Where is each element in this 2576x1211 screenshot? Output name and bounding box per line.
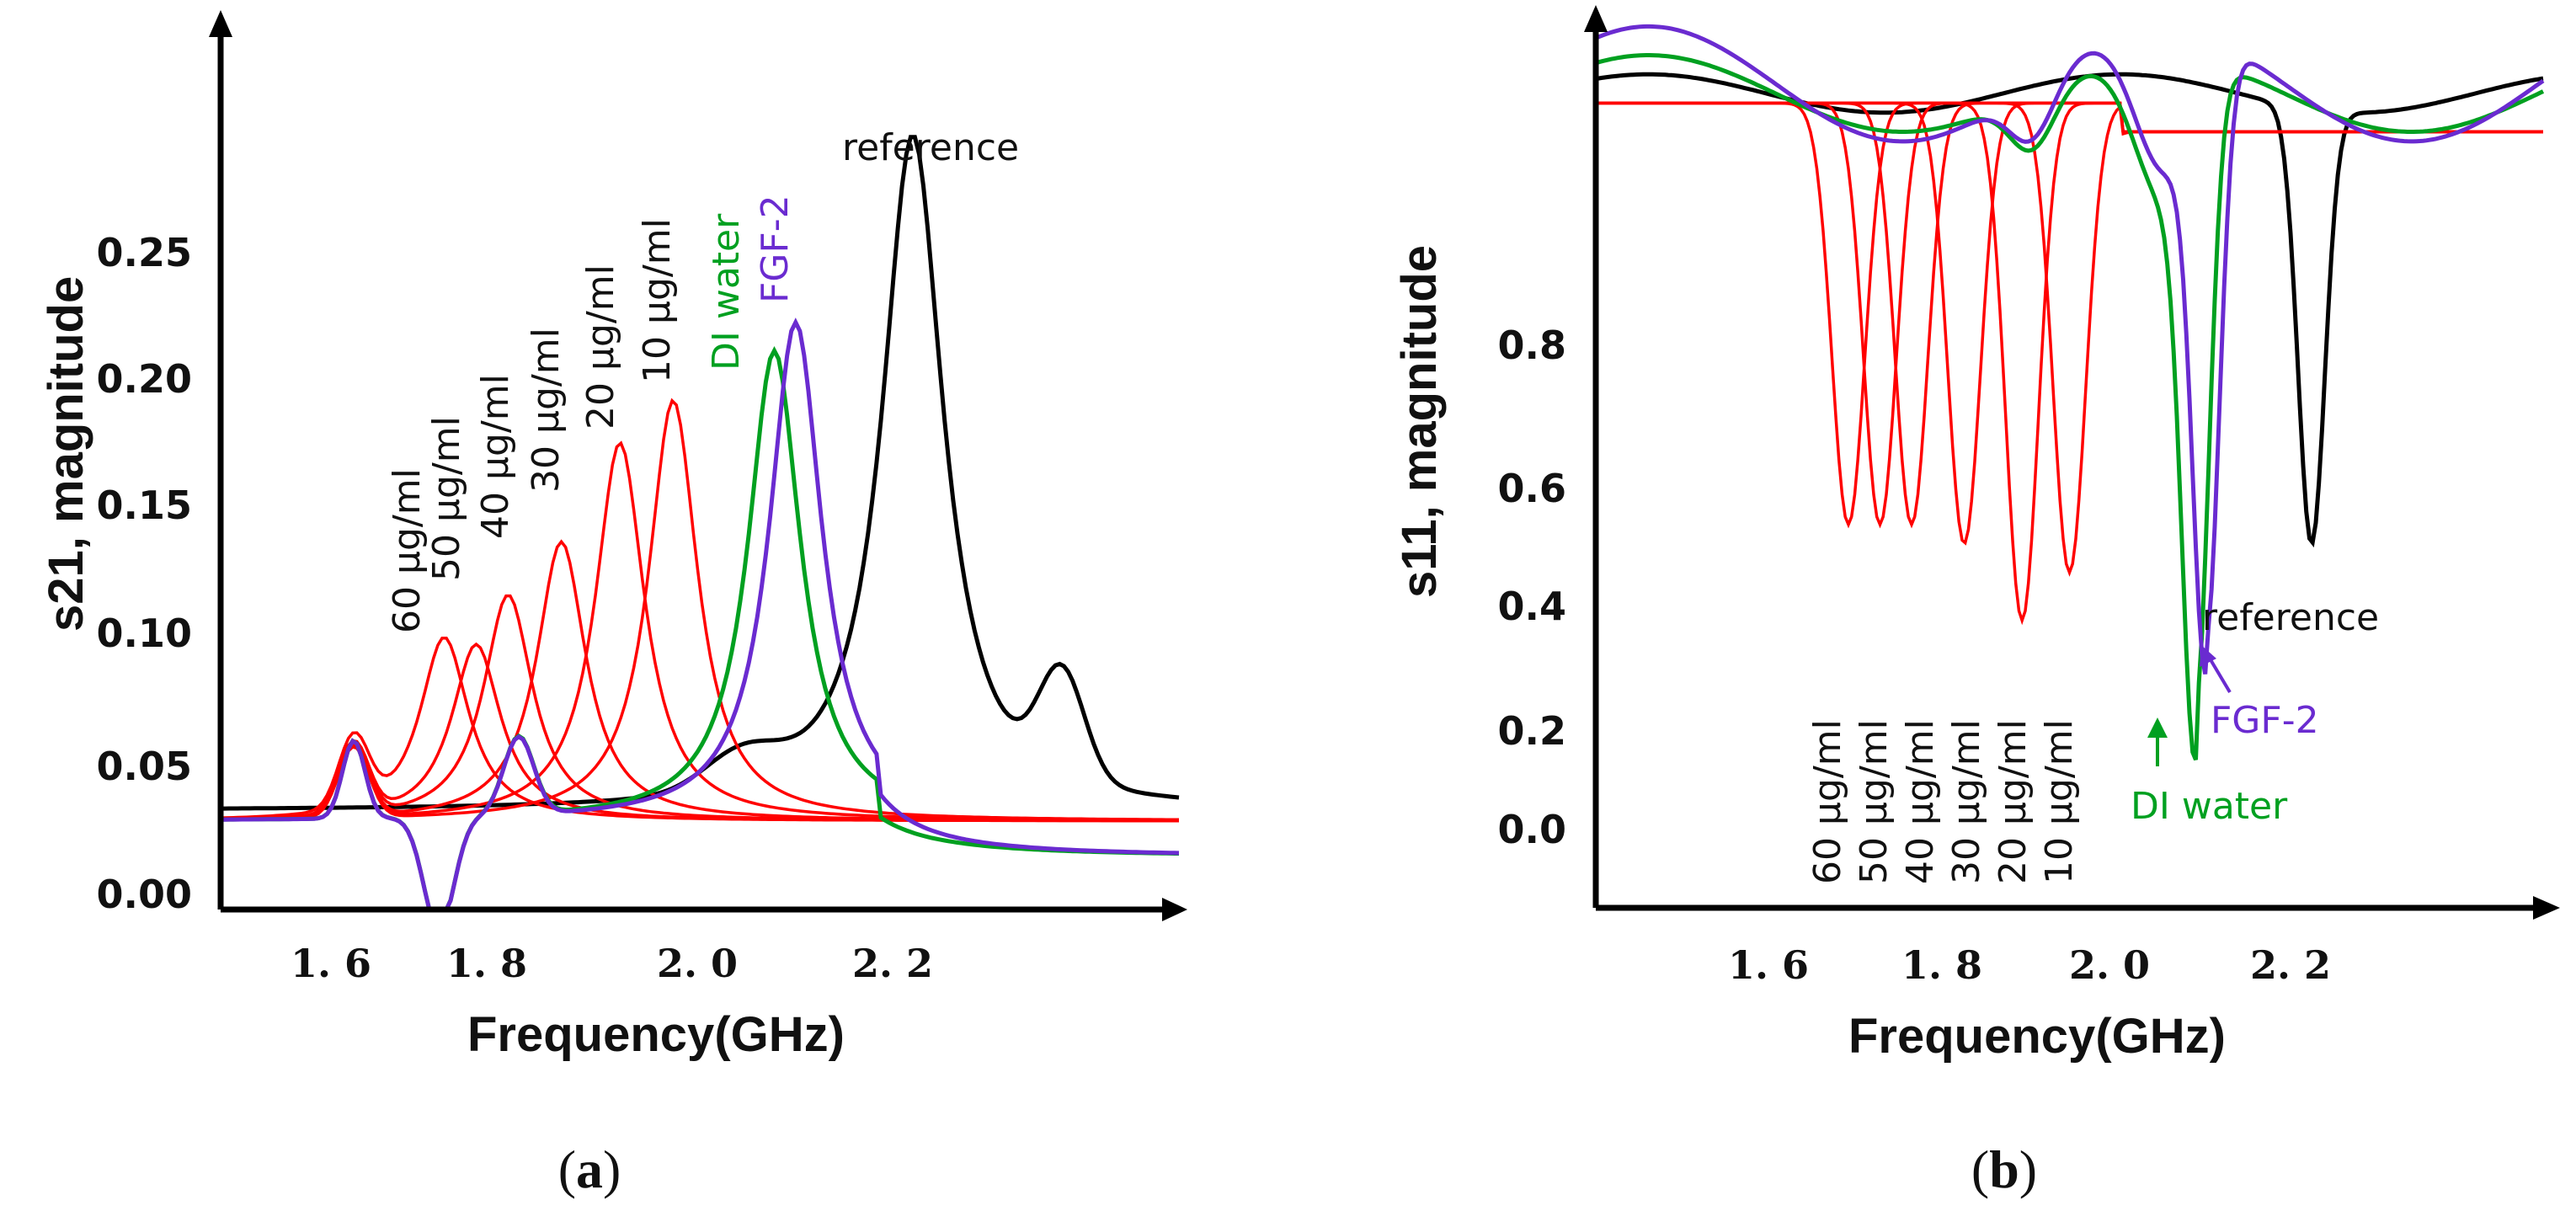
panel-b-label-reference: reference xyxy=(2202,596,2379,639)
panel-b-curve-fgf-2 xyxy=(1595,24,2545,675)
panel-a-curve-di-water xyxy=(221,345,1179,912)
panel-a-curve-40-g-ml xyxy=(221,594,1179,823)
panel-b-label-10-g-ml: 10 μg/ml xyxy=(2038,719,2081,884)
panel-b-di-water-arrowhead xyxy=(2147,718,2168,738)
panel-a-chart: 1. 6 1. 8 2. 0 2. 2 0.00 0.05 0.10 0.15 0.20 0.2… xyxy=(39,10,1187,1199)
panel-a-curve-60-g-ml xyxy=(220,636,1179,823)
panel-b-chart: 1. 6 1. 8 2. 0 2. 2 0.0 0.2 0.4 0.6 0.8 Frequen… xyxy=(1392,5,2560,1199)
panel-b-curve-60-g-ml xyxy=(1596,101,2543,529)
panel-a-y-axis-title: s21, magnitude xyxy=(39,276,93,632)
panel-b-curves xyxy=(1595,24,2545,761)
panel-b-label-di-water: DI water xyxy=(2131,785,2288,828)
panel-a-label-fgf-2: FGF-2 xyxy=(754,195,797,303)
panel-b-x-tick-label: 1. 8 xyxy=(1901,942,1982,988)
panel-b-x-tick-label: 2. 0 xyxy=(2069,942,2150,988)
panel-b-y-axis-title: s11, magnitude xyxy=(1392,245,1447,598)
panel-a-caption: (a) xyxy=(558,1139,621,1199)
panel-b-curve-40-g-ml xyxy=(1596,101,2543,529)
panel-a-label-30-g-ml: 30 μg/ml xyxy=(525,328,568,493)
panel-b-x-tick-label: 1. 6 xyxy=(1728,942,1809,988)
panel-a-label-40-g-ml: 40 μg/ml xyxy=(474,374,517,539)
panel-a-y-axis-arrow xyxy=(209,10,232,37)
panel-b-x-tick-label: 2. 2 xyxy=(2250,942,2331,988)
panel-a-x-axis-arrow xyxy=(1162,898,1187,921)
panel-a-label-20-g-ml: 20 μg/ml xyxy=(579,264,622,429)
panel-a-y-tick-label: 0.10 xyxy=(97,611,193,656)
panel-a-y-tick-label: 0.05 xyxy=(97,744,193,789)
panel-b-fgf2-arrowhead xyxy=(2200,645,2216,667)
panel-b-curve-30-g-ml xyxy=(1596,101,2543,546)
panel-a-x-ticks: 1. 6 1. 8 2. 0 2. 2 xyxy=(291,941,933,986)
panel-a-y-tick-label: 0.25 xyxy=(97,230,193,275)
panel-b-curve-20-g-ml xyxy=(1596,101,2543,626)
panel-a-curves xyxy=(220,135,1180,912)
panel-b-label-fgf-2: FGF-2 xyxy=(2211,699,2319,742)
panel-b-y-tick-label: 0.0 xyxy=(1498,807,1567,852)
panel-b-label-30-g-ml: 30 μg/ml xyxy=(1945,719,1988,884)
panel-b-x-axis-title: Frequency(GHz) xyxy=(1848,1009,2226,1064)
panel-b-curve-10-g-ml xyxy=(1596,101,2543,577)
panel-a-label-10-g-ml: 10 μg/ml xyxy=(636,218,679,383)
panel-b-curve-reference xyxy=(1595,72,2544,548)
panel-a-label-50-g-ml: 50 μg/ml xyxy=(425,416,468,581)
panel-b-curve-di-water xyxy=(1595,53,2545,761)
panel-a-x-tick-label: 2. 2 xyxy=(852,941,933,986)
panel-b-y-tick-label: 0.8 xyxy=(1498,323,1567,368)
panel-a-curve-fgf-2 xyxy=(221,317,1180,912)
panel-b-label-50-g-ml: 50 μg/ml xyxy=(1853,719,1896,884)
panel-b-y-ticks: 0.0 0.2 0.4 0.6 0.8 xyxy=(1498,323,1567,852)
panel-b-y-tick-label: 0.2 xyxy=(1498,708,1567,754)
panel-a-y-tick-label: 0.00 xyxy=(97,872,193,917)
panel-b-curve-50-g-ml xyxy=(1596,101,2543,529)
panel-b-series-labels: 60 μg/ml 50 μg/ml 40 μg/ml 30 μg/ml 20 μg/ml… xyxy=(1806,596,2379,884)
panel-b-label-20-g-ml: 20 μg/ml xyxy=(1992,719,2035,884)
panel-a-y-ticks: 0.00 0.05 0.10 0.15 0.20 0.25 xyxy=(97,230,193,917)
panel-a-x-axis-title: Frequency(GHz) xyxy=(467,1007,845,1062)
panel-b-x-axis-arrow xyxy=(2533,896,2560,920)
panel-a-x-tick-label: 1. 8 xyxy=(446,941,527,986)
panel-a-x-tick-label: 2. 0 xyxy=(657,941,738,986)
panel-a-label-reference: reference xyxy=(842,126,1019,169)
panel-b-label-60-g-ml: 60 μg/ml xyxy=(1806,719,1849,884)
panel-b-y-tick-label: 0.4 xyxy=(1498,584,1567,629)
panel-b-caption: (b) xyxy=(1971,1139,2037,1199)
panel-b-y-tick-label: 0.6 xyxy=(1498,466,1567,511)
panel-a-label-60-g-ml: 60 μg/ml xyxy=(386,468,429,633)
panel-a-curve-10-g-ml xyxy=(221,397,1180,822)
panel-b-label-40-g-ml: 40 μg/ml xyxy=(1899,719,1942,884)
panel-a-curve-reference xyxy=(221,135,1180,811)
panel-a-curve-50-g-ml xyxy=(220,642,1179,823)
panel-b-axes xyxy=(1584,5,2560,920)
panel-a-x-tick-label: 1. 6 xyxy=(291,941,371,986)
panel-a-label-di-water: DI water xyxy=(705,213,748,371)
panel-b-y-axis-arrow xyxy=(1584,5,1608,32)
panel-b-x-ticks: 1. 6 1. 8 2. 0 2. 2 xyxy=(1728,942,2331,988)
panel-a-y-tick-label: 0.20 xyxy=(97,356,193,402)
panel-a-y-tick-label: 0.15 xyxy=(97,483,193,528)
panel-a-axes xyxy=(209,10,1187,921)
